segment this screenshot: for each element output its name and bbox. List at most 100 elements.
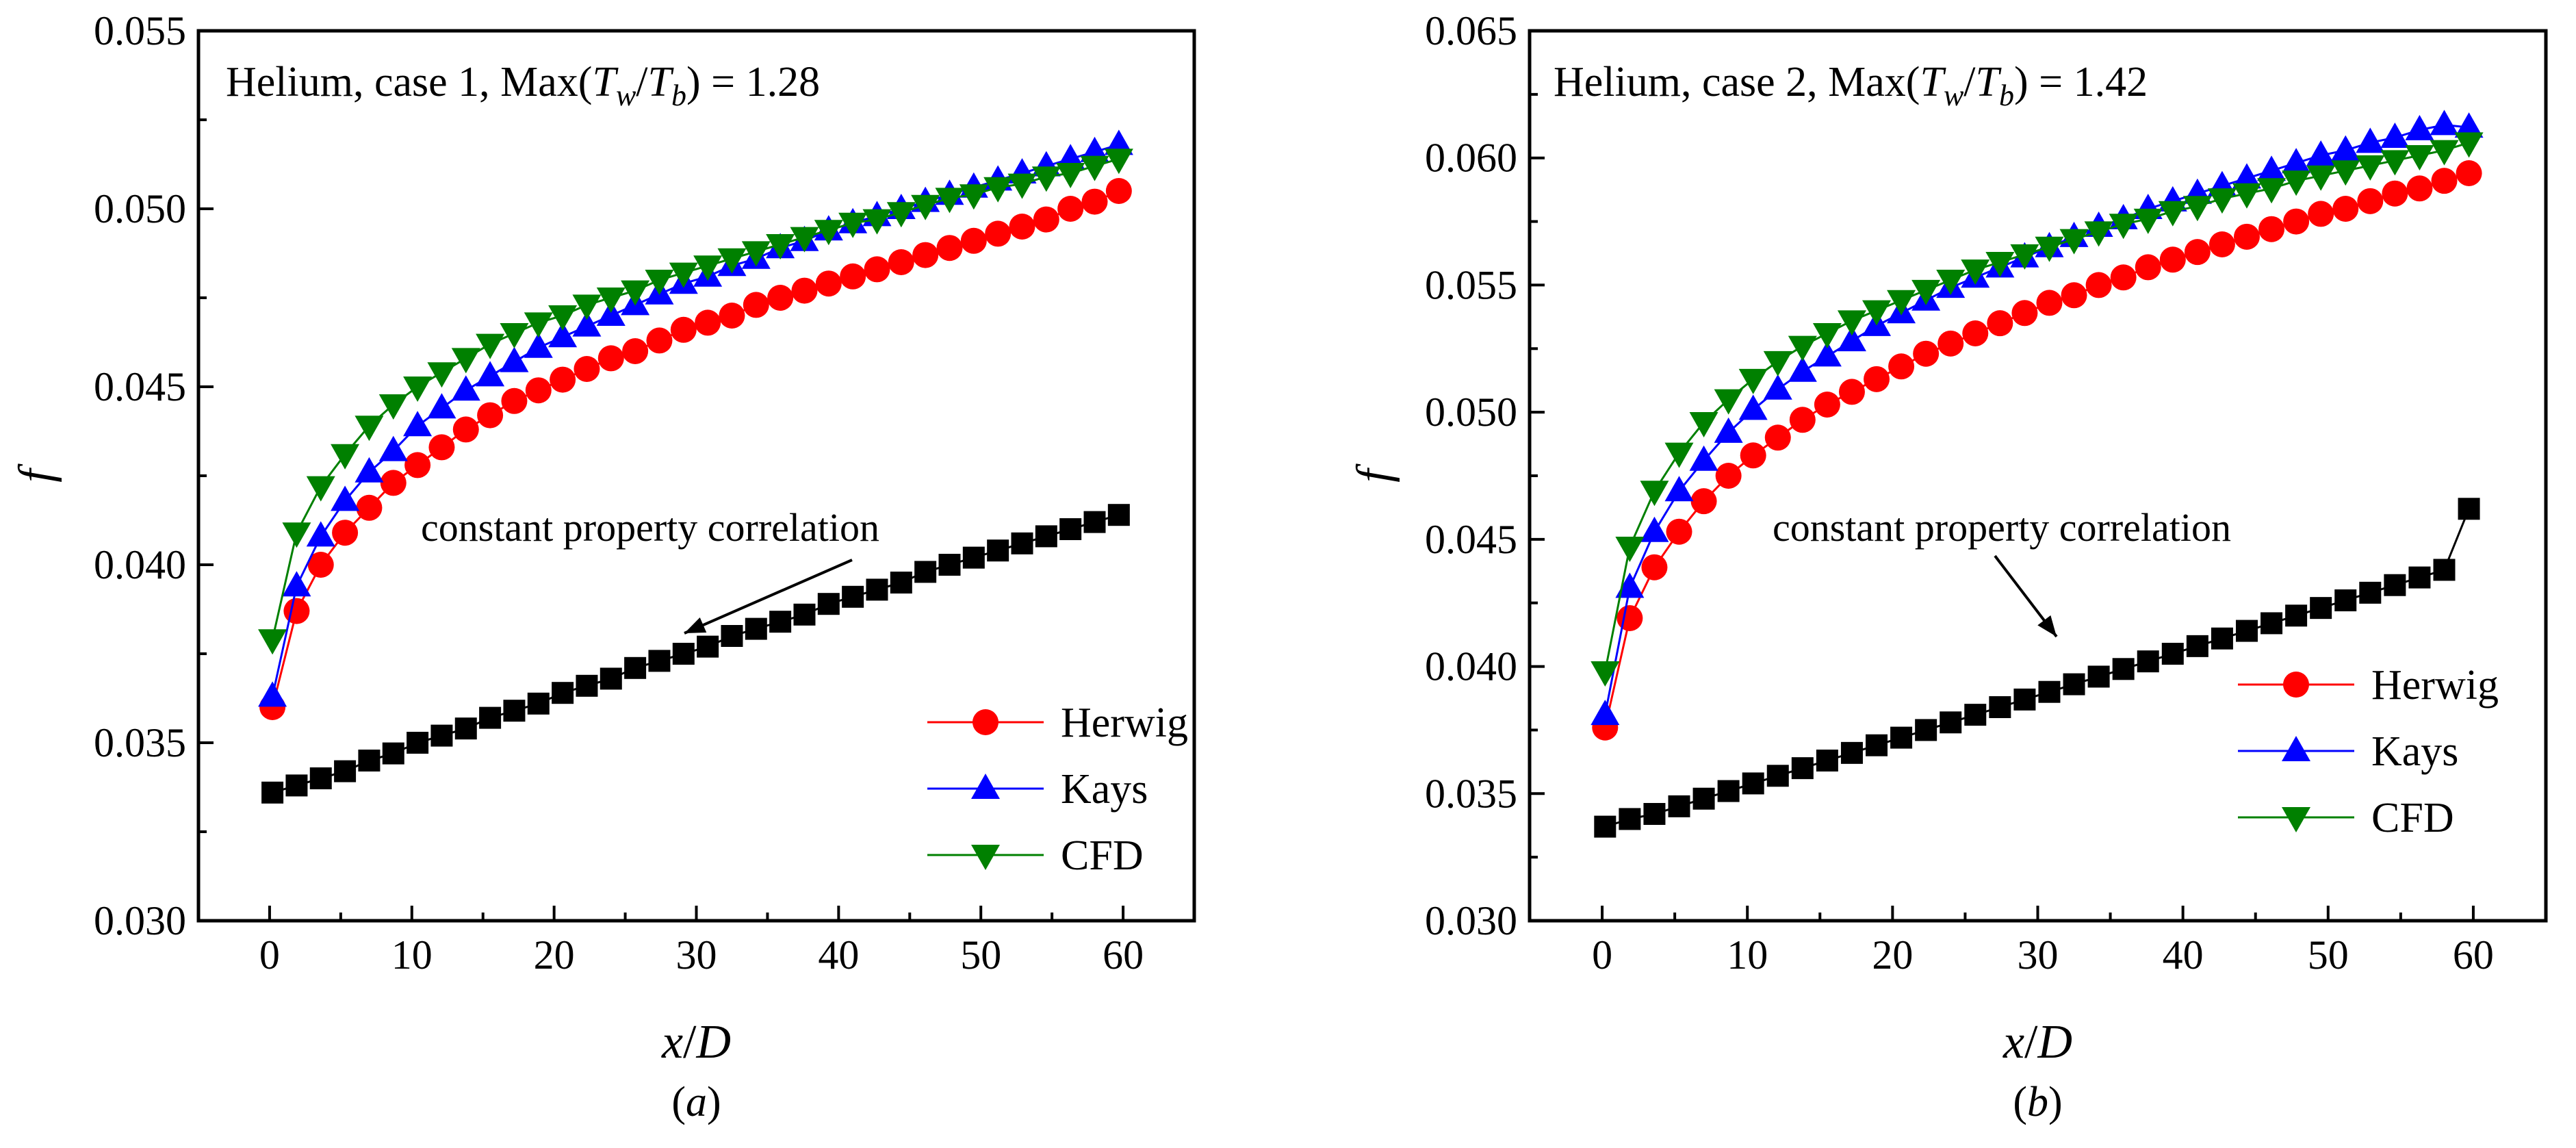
panel-a-title: Helium, case 1, Max(Tw/Tb) = 1.28 [226, 59, 820, 112]
panel-b-herwig-point [2258, 216, 2285, 242]
panel-a-herwig-point [1033, 206, 1059, 233]
panel-b-kays-point [1714, 417, 1743, 443]
panel-b-cfd-point [1788, 335, 1817, 361]
panel-a-cfd-point [282, 522, 311, 548]
panel-a-cfd-point [258, 629, 287, 655]
panel-b-xtick-label: 20 [1872, 932, 1913, 978]
panel-b-constant-property-correlation-point [1717, 780, 1740, 802]
panel-b-herwig-point [1740, 442, 1766, 469]
panel-b-series-constant-property-correlation [1594, 498, 2480, 838]
panel-a-cfd-point [669, 262, 698, 288]
panel-a-herwig-point [477, 402, 504, 429]
panel-a-cfd-point [500, 323, 529, 348]
panel-a-cfd-point [886, 202, 916, 228]
panel-a-cfd-point [959, 184, 988, 210]
panel-b-cfd-point [2035, 236, 2064, 262]
panel-b-constant-property-correlation-point [2310, 597, 2332, 620]
panel-a-cfd-point [717, 248, 747, 274]
panel-a-cfd-point [476, 333, 505, 359]
panel-b-kays-point [1640, 516, 1669, 542]
panel-b-constant-property-correlation-point [2063, 673, 2085, 696]
panel-b-herwig-point [1937, 330, 1964, 357]
panel-b-cfd-point [1985, 252, 2015, 277]
panel-b-constant-property-correlation-point [2285, 604, 2308, 627]
panel-b-xtick-label: 0 [1592, 932, 1612, 978]
panel-a-herwig-point [1105, 178, 1132, 204]
panel-b-kays-point [2430, 110, 2459, 136]
panel-b-cfd-point [1936, 270, 1966, 295]
panel-a-kays-point [1056, 144, 1085, 170]
panel-a-cfd-point [524, 312, 553, 338]
panel-a-kays-point [306, 521, 335, 547]
panel-b-kays-point [2356, 127, 2385, 153]
panel-a-xtick-label: 50 [960, 932, 1001, 978]
panel-a-kays-point [451, 375, 480, 401]
panel-b-constant-property-correlation-point [2408, 566, 2431, 589]
panel-a-ytick-label: 0.030 [94, 898, 186, 943]
panel-a-herwig-point [550, 366, 576, 393]
panel-a-cfd-point [814, 220, 843, 246]
panel-b-annotation-arrowhead [2037, 615, 2057, 637]
panel-a-xtick-label: 10 [391, 932, 433, 978]
panel-a-constant-property-correlation-point [793, 603, 816, 626]
panel-a-cfd-point [766, 234, 795, 259]
panel-b-cfd-point [2158, 201, 2187, 227]
panel-a-cfd-point [741, 241, 771, 267]
panel-b-title: Helium, case 2, Max(Tw/Tb) = 1.42 [1554, 59, 2148, 112]
panel-a-herwig-point [404, 452, 431, 479]
panel-b-legend-kays-marker [2282, 736, 2310, 761]
panel-a-caption: (a) [671, 1079, 721, 1125]
panel-b-cfd-point [1714, 389, 1743, 415]
panel-a-herwig-point [428, 434, 455, 461]
panel-a-legend-cfd-marker [971, 845, 1000, 870]
panel-a-constant-property-correlation-point [285, 774, 308, 797]
panel-a-herwig-point [574, 356, 600, 382]
panel-a-herwig-point [356, 494, 383, 521]
panel-b-ytick-label: 0.060 [1425, 136, 1517, 181]
panel-a-constant-property-correlation-point [769, 611, 792, 633]
panel-b-herwig-point [2233, 223, 2260, 250]
panel-b-herwig-point [1789, 407, 1816, 433]
panel-b-cfd-point [2010, 244, 2039, 270]
panel-a-kays-point [524, 332, 553, 358]
panel-a-cfd-point [548, 305, 578, 331]
panel-b-kays-point [2331, 135, 2360, 161]
panel-a-herwig-point [864, 256, 890, 283]
panel-a-kays-point [378, 435, 408, 461]
panel-b-kays-point [1664, 476, 1694, 502]
panel-b-herwig-point [1715, 463, 1742, 489]
panel-a-constant-property-correlation-point [624, 656, 647, 679]
panel-b-cfd-point [1640, 481, 1669, 507]
panel-a-legend-kays-marker [971, 774, 1000, 799]
panel-a-constant-property-correlation-point [721, 625, 743, 647]
panel-b-cfd-point [2380, 150, 2410, 176]
panel-b-cfd-point [2282, 170, 2311, 196]
panel-a-cfd-point [331, 444, 360, 470]
panel-b-ytick-label: 0.050 [1425, 390, 1517, 435]
panel-b-kays-point [1837, 326, 1866, 352]
panel-b-constant-property-correlation-point [2087, 665, 2110, 688]
panel-a-kays-point [355, 457, 384, 483]
panel-a-herwig-point [622, 338, 649, 364]
panel-a-cfd-point [355, 416, 384, 442]
panel-b-herwig-point [2406, 175, 2433, 202]
panel-b-ytick-label: 0.035 [1425, 771, 1517, 816]
panel-b-series-cfd [1590, 132, 2484, 687]
panel-a-legend-cfd-label: CFD [1061, 832, 1144, 879]
panel-a-kays-point [596, 301, 626, 326]
panel-b-constant-property-correlation-point [1692, 787, 1715, 810]
panel-a-cfd-point [693, 255, 723, 281]
panel-a-constant-property-correlation-point [842, 585, 864, 608]
panel-b-constant-property-correlation-point [1940, 711, 1962, 734]
panel-b-constant-property-correlation-point [2359, 581, 2382, 604]
panel-b-legend-cfd-label: CFD [2371, 795, 2454, 841]
panel-b-legend-herwig-label: Herwig [2371, 662, 2499, 709]
panel-b-herwig-point [2308, 201, 2334, 227]
panel-a-constant-property-correlation-point [1083, 511, 1106, 533]
panel-a-herwig-point [452, 416, 479, 443]
panel-b-herwig-point [1666, 518, 1692, 545]
panel-a-kays-point [1080, 136, 1109, 162]
panel-b-herwig-point [2159, 246, 2186, 273]
panel-b-herwig-point [2135, 254, 2161, 281]
